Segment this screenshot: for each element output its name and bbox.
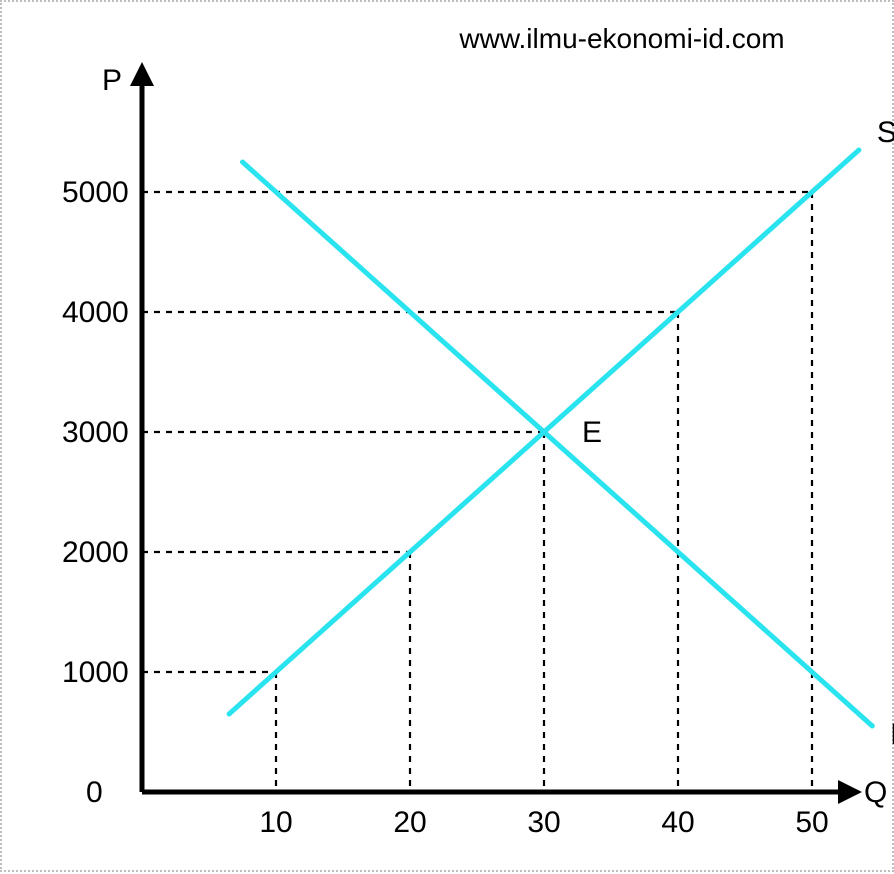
y-tick-5000: 5000 — [62, 176, 129, 209]
x-tick-40: 40 — [661, 806, 694, 839]
chart-svg: www.ilmu-ekonomi-id.com S D P Q 0 1000 2000 3000… — [2, 2, 894, 874]
x-tick-30: 30 — [527, 806, 560, 839]
watermark-text: www.ilmu-ekonomi-id.com — [458, 23, 784, 54]
y-tick-4000: 4000 — [62, 296, 129, 329]
x-tick-50: 50 — [795, 806, 828, 839]
y-axis-label: P — [102, 64, 122, 97]
x-tick-10: 10 — [259, 806, 292, 839]
x-tick-20: 20 — [393, 806, 426, 839]
y-tick-2000: 2000 — [62, 536, 129, 569]
demand-line — [243, 162, 873, 726]
equilibrium-label: E — [582, 416, 602, 449]
chart-frame: www.ilmu-ekonomi-id.com S D P Q 0 1000 2000 3000… — [0, 0, 894, 872]
y-tick-1000: 1000 — [62, 656, 129, 689]
demand-label: D — [890, 718, 894, 751]
origin-label: 0 — [86, 776, 103, 809]
y-axis-arrow — [130, 62, 154, 86]
supply-label: S — [877, 116, 894, 149]
x-axis-label: Q — [864, 776, 887, 809]
y-tick-3000: 3000 — [62, 416, 129, 449]
x-axis-arrow — [838, 780, 862, 804]
